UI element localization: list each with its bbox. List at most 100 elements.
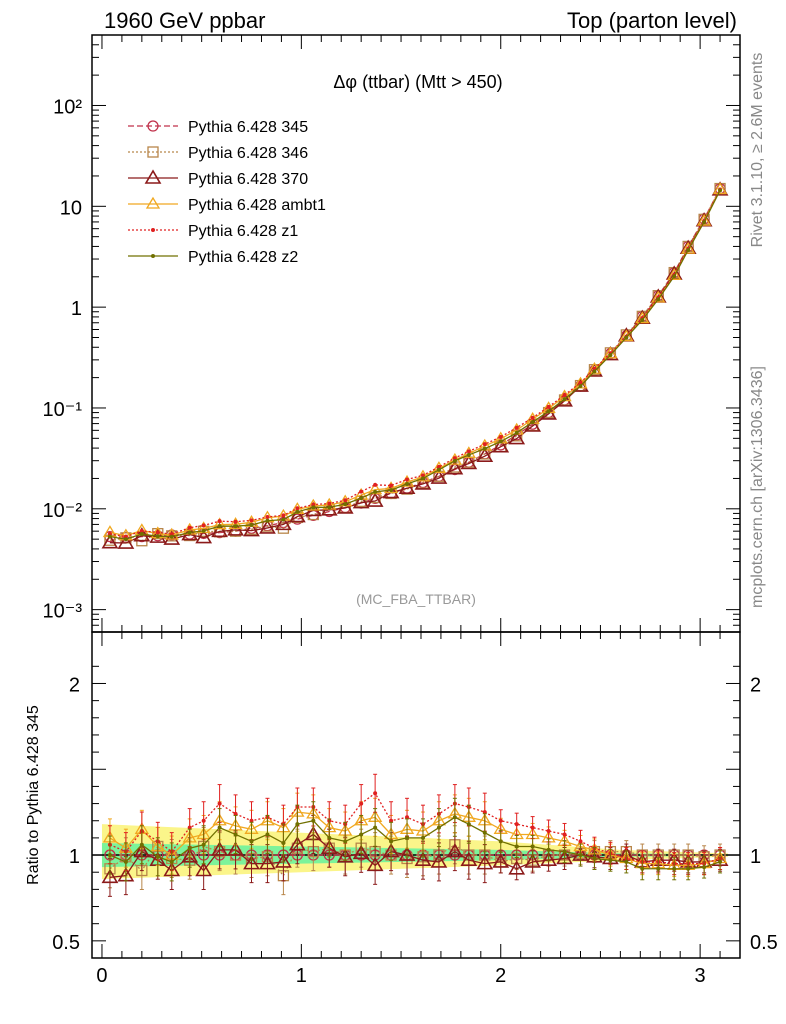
y-tick-label: 0.5	[52, 932, 80, 954]
data-point	[366, 856, 384, 872]
data-point	[562, 397, 567, 402]
data-point	[389, 839, 394, 844]
data-point	[288, 836, 306, 851]
y-tick-label: 10⁻¹	[43, 399, 83, 421]
data-point	[233, 519, 238, 524]
data-point	[327, 835, 332, 840]
data-point	[295, 506, 300, 511]
data-point	[343, 498, 348, 503]
data-point	[446, 460, 464, 475]
data-point	[514, 430, 519, 435]
data-point	[139, 532, 144, 537]
y-tick-label: 1	[71, 298, 82, 320]
data-point	[430, 853, 448, 868]
data-point	[562, 393, 567, 398]
data-point	[311, 502, 316, 507]
data-point	[651, 290, 666, 303]
ratio-series-line	[109, 792, 721, 865]
data-point	[233, 832, 238, 837]
main-plot-panel: 10⁻³ 10⁻² 10⁻¹ 1 10 10² Δφ (ttbar) (Mtt > 450…	[43, 34, 741, 633]
ratio-plot-frame	[91, 631, 741, 959]
data-point	[359, 801, 364, 806]
data-point	[383, 481, 399, 494]
data-point	[275, 515, 292, 531]
data-point	[635, 311, 650, 324]
data-point	[452, 456, 457, 461]
data-point	[640, 866, 645, 871]
series-pythia-6-428-z2	[107, 188, 723, 542]
data-point	[578, 380, 583, 385]
data-point	[352, 844, 370, 860]
data-point	[249, 839, 254, 844]
data-point	[546, 404, 551, 409]
data-point	[123, 859, 128, 864]
data-point	[201, 528, 206, 533]
data-point	[169, 859, 174, 864]
data-point	[139, 528, 144, 533]
data-point	[619, 329, 634, 342]
data-point	[281, 841, 286, 846]
data-point	[144, 169, 162, 184]
data-point	[681, 241, 696, 254]
data-point	[572, 377, 589, 392]
data-point	[508, 860, 526, 875]
data-point	[546, 847, 551, 852]
x-tick-label: 0	[96, 965, 107, 987]
data-point	[546, 409, 551, 414]
data-point	[201, 842, 206, 847]
data-point	[201, 818, 206, 823]
series-line	[109, 189, 721, 538]
data-point	[311, 505, 316, 510]
main-y-axis-ticks: 10⁻³ 10⁻² 10⁻¹ 1 10 10²	[43, 34, 740, 633]
data-point	[524, 853, 542, 868]
data-point	[405, 482, 410, 487]
data-point	[624, 335, 629, 340]
legend-label: Pythia 6.428 345	[188, 119, 308, 136]
data-point	[151, 254, 155, 258]
data-point	[592, 856, 597, 861]
data-point	[492, 853, 510, 868]
data-point	[389, 488, 394, 493]
data-point	[277, 522, 290, 534]
data-point	[151, 228, 155, 232]
data-point	[446, 843, 464, 858]
data-point	[530, 844, 535, 849]
data-point	[343, 839, 348, 844]
ratio-plot-panel: 0 1 2 3 0.5 0.5 1 1 2 2	[52, 631, 778, 987]
legend-label: Pythia 6.428 ambt1	[188, 197, 326, 214]
data-point	[608, 353, 613, 358]
data-point	[373, 489, 378, 494]
data-point	[498, 434, 503, 439]
data-point	[656, 866, 661, 871]
data-point	[265, 514, 270, 519]
data-point	[187, 525, 192, 530]
x-tick-label: 2	[495, 965, 506, 987]
data-point	[686, 866, 691, 871]
data-point	[382, 483, 400, 499]
mcplots-reference-label: mcplots.cern.ch [arXiv:1306.3436]	[749, 366, 766, 608]
data-point	[389, 483, 394, 488]
x-tick-label: 1	[296, 965, 307, 987]
data-point	[514, 425, 519, 430]
data-point	[281, 513, 286, 518]
data-point	[187, 825, 192, 830]
data-point	[243, 855, 260, 870]
data-point	[169, 534, 174, 539]
data-point	[530, 825, 535, 830]
data-point	[217, 524, 222, 529]
data-point	[101, 868, 119, 884]
data-point	[398, 846, 416, 861]
data-point	[211, 522, 228, 538]
main-series-group	[101, 181, 729, 549]
data-point	[139, 842, 144, 847]
data-point	[592, 369, 597, 374]
data-point	[556, 849, 573, 865]
data-point	[578, 839, 583, 844]
data-point	[414, 475, 432, 490]
series-line	[109, 189, 721, 537]
y-tick-label: 10	[60, 197, 82, 219]
data-point	[217, 825, 222, 830]
ratio-series-pythia-6-428-z2	[107, 797, 723, 882]
legend-label: Pythia 6.428 z2	[188, 249, 298, 266]
legend-label: Pythia 6.428 z1	[188, 223, 298, 240]
